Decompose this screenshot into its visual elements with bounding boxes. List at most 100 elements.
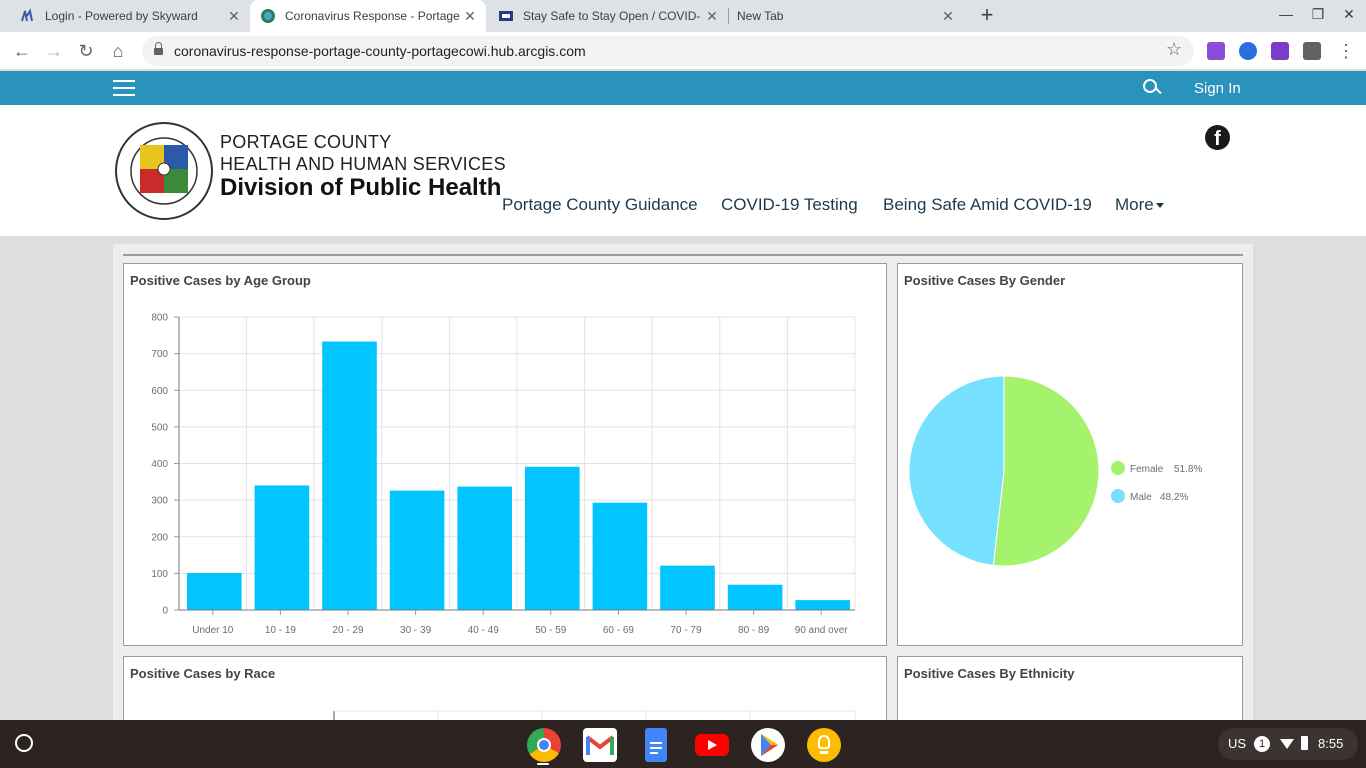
x-tick-label: 30 - 39 — [400, 625, 432, 636]
wifi-icon — [1280, 739, 1294, 749]
x-tick-label: Under 10 — [192, 625, 234, 636]
panel-title: Positive Cases By Ethnicity — [904, 666, 1075, 681]
keep-lightbulb-icon[interactable] — [807, 728, 841, 762]
os-shelf: US 1 8:55 — [0, 720, 1366, 768]
divider — [123, 254, 1243, 256]
legend-label: Male — [1130, 492, 1152, 503]
minimize-icon[interactable]: — — [1279, 6, 1293, 22]
tab-skyward[interactable]: Login - Powered by Skyward ✕ — [10, 0, 250, 32]
close-icon[interactable]: ✕ — [228, 7, 240, 24]
tab-stay-safe[interactable]: Stay Safe to Stay Open / COVID- ✕ — [488, 0, 728, 32]
org-name-line1: PORTAGE COUNTY — [220, 132, 392, 152]
home-icon[interactable]: ⌂ — [112, 41, 124, 61]
tab-title: Stay Safe to Stay Open / COVID- — [523, 9, 701, 23]
nav-portage-county-guidance[interactable]: Portage County Guidance — [502, 195, 698, 214]
legend-label: Female — [1130, 464, 1164, 475]
panel-title: Positive Cases by Age Group — [130, 273, 311, 288]
y-tick-label: 600 — [151, 386, 168, 397]
x-tick-label: 70 - 79 — [670, 625, 702, 636]
extension-shield-icon[interactable] — [1239, 42, 1257, 60]
caret-down-icon — [1155, 203, 1164, 209]
x-tick-label: 60 - 69 — [603, 625, 635, 636]
tab-coronavirus-response[interactable]: Coronavirus Response - Portage ✕ — [250, 0, 486, 32]
bar — [795, 600, 850, 610]
youtube-icon[interactable] — [695, 734, 729, 756]
gmail-icon[interactable] — [583, 728, 617, 762]
legend-value: 51.8% — [1174, 464, 1202, 475]
y-tick-label: 0 — [162, 606, 168, 617]
tab-title: Coronavirus Response - Portage — [285, 9, 460, 23]
tab-title: Login - Powered by Skyward — [45, 9, 198, 23]
sign-in-link[interactable]: Sign In — [1194, 80, 1241, 97]
site-top-bar: Sign In — [0, 71, 1366, 105]
y-tick-label: 500 — [151, 422, 168, 433]
nav-more-label: More — [1115, 195, 1154, 214]
bar — [187, 573, 242, 610]
tab-strip: Login - Powered by Skyward ✕ Coronavirus… — [0, 0, 1366, 32]
forward-arrow-icon[interactable]: → — [45, 41, 63, 61]
search-icon[interactable] — [1143, 79, 1162, 97]
extension-purple-icon[interactable] — [1207, 42, 1225, 60]
play-store-icon[interactable] — [751, 728, 785, 762]
status-tray[interactable]: US 1 8:55 — [1218, 728, 1358, 760]
back-arrow-icon[interactable]: ← — [13, 41, 31, 61]
tab-new-tab[interactable]: New Tab ✕ — [728, 0, 964, 32]
flag-favicon-icon — [498, 8, 514, 24]
tab-divider — [728, 8, 729, 24]
close-icon[interactable]: ✕ — [942, 7, 954, 24]
active-app-indicator — [537, 763, 549, 765]
address-bar[interactable]: coronavirus-response-portage-county-port… — [142, 36, 1194, 66]
bookmark-star-icon[interactable]: ☆ — [1166, 39, 1183, 59]
notification-count-badge: 1 — [1254, 736, 1270, 752]
close-icon[interactable]: ✕ — [706, 7, 718, 24]
hamburger-menu-icon[interactable] — [113, 77, 135, 99]
org-division-name: Division of Public Health — [220, 174, 502, 201]
keyboard-layout: US — [1228, 736, 1247, 751]
y-tick-label: 100 — [151, 569, 168, 580]
age-group-panel: Positive Cases by Age Group 0 100 200 300 40… — [123, 263, 887, 646]
nav-being-safe[interactable]: Being Safe Amid COVID-19 — [883, 195, 1092, 214]
globe-favicon-icon — [260, 8, 276, 24]
x-tick-label: 10 - 19 — [265, 625, 297, 636]
reload-icon[interactable]: ↻ — [78, 41, 94, 61]
facebook-icon[interactable]: f — [1205, 125, 1230, 150]
nav-more[interactable]: More — [1115, 195, 1164, 215]
nav-covid-19-testing[interactable]: COVID-19 Testing — [721, 195, 858, 214]
bar — [322, 341, 377, 610]
url-text: coronavirus-response-portage-county-port… — [174, 43, 586, 59]
new-tab-plus-icon[interactable]: + — [980, 2, 994, 27]
google-docs-icon[interactable] — [645, 728, 667, 762]
x-tick-label: 50 - 59 — [535, 625, 567, 636]
bar — [254, 485, 310, 610]
launcher-circle-icon[interactable] — [15, 734, 33, 752]
panel-title: Positive Cases By Gender — [904, 273, 1066, 288]
bar — [727, 584, 783, 610]
panel-title: Positive Cases by Race — [130, 666, 276, 681]
bar — [457, 486, 512, 610]
bar — [389, 490, 445, 610]
bar — [660, 565, 715, 610]
x-tick-label: 90 and over — [795, 625, 848, 636]
bar — [592, 502, 648, 610]
pie-slice — [992, 375, 1100, 567]
x-tick-label: 40 - 49 — [468, 625, 500, 636]
extension-puzzle-purple-icon[interactable] — [1271, 42, 1289, 60]
clock: 8:55 — [1318, 736, 1344, 751]
battery-icon — [1301, 736, 1308, 750]
gender-pie-chart: Female 51.8% Male 48.2% — [908, 375, 1202, 567]
legend-swatch — [1111, 489, 1125, 503]
x-tick-label: 80 - 89 — [738, 625, 770, 636]
pie-slice — [908, 375, 1005, 566]
restore-icon[interactable]: ❐ — [1311, 6, 1325, 22]
chrome-icon[interactable] — [527, 728, 561, 762]
bar — [525, 466, 580, 610]
menu-dots-icon[interactable]: ⋮ — [1337, 41, 1355, 61]
close-icon[interactable]: ✕ — [464, 7, 476, 24]
legend-value: 48.2% — [1160, 492, 1188, 503]
gender-panel: Positive Cases By Gender Female 51.8% Male… — [897, 263, 1243, 646]
age-group-bar-chart: 0 100 200 300 400 500 600 700 800 Under 10 10 - 19… — [151, 313, 856, 636]
skyward-favicon-icon — [20, 8, 36, 24]
close-window-icon[interactable]: ✕ — [1343, 6, 1355, 22]
y-tick-label: 700 — [151, 349, 168, 360]
extensions-puzzle-icon[interactable] — [1303, 42, 1321, 60]
